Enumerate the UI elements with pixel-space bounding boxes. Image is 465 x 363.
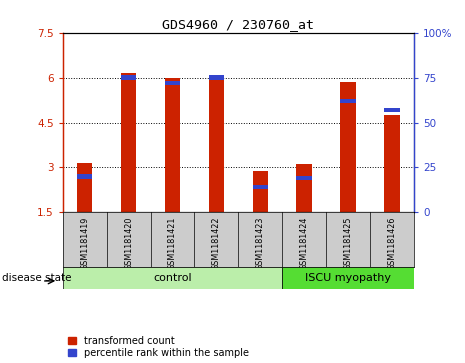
Legend: transformed count, percentile rank within the sample: transformed count, percentile rank withi… xyxy=(67,336,249,358)
Bar xyxy=(252,171,268,212)
Bar xyxy=(297,176,312,180)
Text: control: control xyxy=(153,273,192,283)
Text: GSM1181420: GSM1181420 xyxy=(124,217,133,270)
Title: GDS4960 / 230760_at: GDS4960 / 230760_at xyxy=(162,19,314,32)
Bar xyxy=(121,73,136,212)
Text: disease state: disease state xyxy=(2,273,72,283)
Bar xyxy=(77,163,93,212)
Bar xyxy=(165,78,180,212)
Text: GSM1181424: GSM1181424 xyxy=(299,217,309,270)
Bar xyxy=(121,76,136,80)
Text: GSM1181421: GSM1181421 xyxy=(168,217,177,270)
Bar xyxy=(77,174,93,179)
Text: GSM1181425: GSM1181425 xyxy=(344,217,352,270)
Text: GSM1181423: GSM1181423 xyxy=(256,217,265,270)
Bar xyxy=(340,99,356,103)
Bar xyxy=(252,185,268,189)
Bar xyxy=(165,81,180,85)
Bar xyxy=(297,164,312,212)
Bar xyxy=(340,82,356,212)
Text: ISCU myopathy: ISCU myopathy xyxy=(305,273,391,283)
Text: GSM1181422: GSM1181422 xyxy=(212,217,221,270)
Bar xyxy=(209,75,224,212)
Text: GSM1181419: GSM1181419 xyxy=(80,217,89,270)
Bar xyxy=(384,108,399,112)
Bar xyxy=(209,76,224,80)
FancyBboxPatch shape xyxy=(63,267,282,289)
Text: GSM1181426: GSM1181426 xyxy=(387,217,396,270)
Bar xyxy=(384,115,399,212)
FancyBboxPatch shape xyxy=(282,267,414,289)
